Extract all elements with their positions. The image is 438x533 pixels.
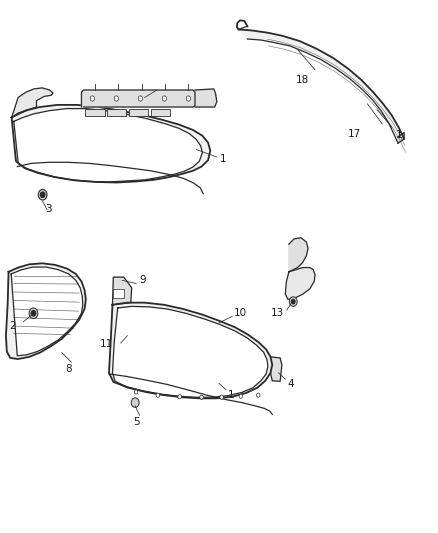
Polygon shape bbox=[195, 89, 217, 107]
Circle shape bbox=[239, 394, 243, 398]
Circle shape bbox=[90, 96, 95, 101]
Circle shape bbox=[40, 192, 45, 197]
Circle shape bbox=[114, 96, 119, 101]
Polygon shape bbox=[286, 268, 315, 300]
Circle shape bbox=[162, 96, 166, 101]
Text: 1: 1 bbox=[396, 130, 402, 140]
Polygon shape bbox=[271, 357, 282, 381]
Text: 18: 18 bbox=[295, 76, 309, 85]
Circle shape bbox=[156, 393, 159, 397]
Circle shape bbox=[291, 300, 295, 304]
Text: 2: 2 bbox=[10, 320, 16, 330]
Text: 11: 11 bbox=[99, 339, 113, 349]
Circle shape bbox=[29, 308, 38, 319]
Text: 5: 5 bbox=[134, 417, 140, 427]
Text: 1: 1 bbox=[219, 154, 226, 164]
Circle shape bbox=[257, 393, 260, 397]
Polygon shape bbox=[12, 105, 210, 182]
Text: 9: 9 bbox=[139, 276, 146, 285]
Text: 1: 1 bbox=[228, 390, 235, 400]
Circle shape bbox=[134, 390, 138, 394]
Text: 8: 8 bbox=[66, 364, 72, 374]
Bar bbox=[151, 109, 170, 116]
Text: 3: 3 bbox=[45, 204, 52, 214]
Circle shape bbox=[38, 189, 47, 200]
Polygon shape bbox=[113, 277, 132, 305]
Bar bbox=[85, 109, 105, 116]
Text: 17: 17 bbox=[348, 129, 361, 139]
Circle shape bbox=[131, 398, 139, 407]
Bar bbox=[129, 109, 148, 116]
Polygon shape bbox=[398, 133, 404, 143]
Polygon shape bbox=[239, 29, 404, 143]
Bar bbox=[107, 109, 127, 116]
Text: 10: 10 bbox=[234, 308, 247, 318]
Bar bbox=[113, 289, 124, 298]
Polygon shape bbox=[81, 90, 195, 107]
Polygon shape bbox=[6, 263, 86, 359]
Circle shape bbox=[200, 395, 203, 399]
Text: 13: 13 bbox=[271, 308, 284, 318]
Circle shape bbox=[31, 311, 35, 316]
Circle shape bbox=[186, 96, 191, 101]
Polygon shape bbox=[289, 238, 308, 272]
Circle shape bbox=[220, 395, 223, 399]
Circle shape bbox=[178, 394, 181, 399]
Polygon shape bbox=[12, 88, 53, 118]
Circle shape bbox=[289, 297, 297, 306]
Text: 4: 4 bbox=[288, 379, 294, 389]
Text: 10: 10 bbox=[127, 95, 141, 105]
Circle shape bbox=[138, 96, 143, 101]
Polygon shape bbox=[109, 303, 272, 398]
